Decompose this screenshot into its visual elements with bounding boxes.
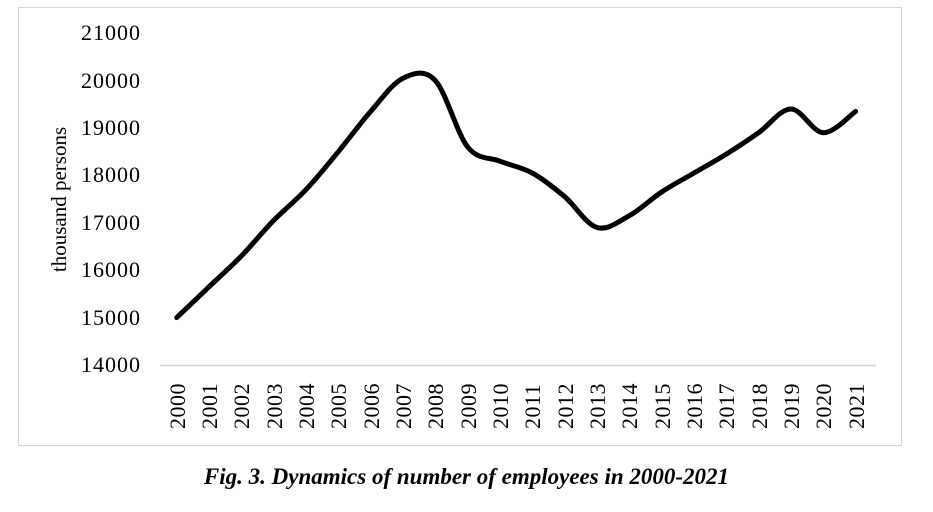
x-tick-label: 2017 — [714, 383, 740, 429]
y-tick-label: 16000 — [81, 257, 141, 283]
employees-series-line — [174, 70, 859, 321]
x-tick-label: 2002 — [229, 383, 255, 429]
y-tick-label: 17000 — [81, 209, 141, 235]
x-tick-label: 2014 — [617, 383, 643, 429]
x-tick-label: 2011 — [520, 383, 546, 429]
x-tick-label: 2004 — [294, 383, 320, 429]
x-tick-label: 2010 — [488, 383, 513, 429]
x-tick-label: 2000 — [164, 383, 190, 429]
chart-frame — [18, 7, 902, 446]
x-tick-label: 2008 — [423, 383, 449, 429]
x-tick-label: 2006 — [358, 383, 384, 429]
x-tick-label: 2009 — [455, 383, 481, 429]
y-tick-label: 21000 — [81, 20, 141, 46]
x-tick-label: 2001 — [197, 383, 223, 429]
x-tick-label: 2016 — [681, 383, 707, 429]
x-tick-label: 2005 — [326, 383, 352, 429]
x-tick-label: 2012 — [552, 383, 578, 429]
x-tick-label: 2015 — [649, 383, 675, 429]
y-tick-label: 14000 — [81, 352, 141, 377]
y-tick-label: 20000 — [81, 67, 141, 93]
y-tick-label: 19000 — [81, 115, 141, 140]
x-tick-label: 2020 — [811, 383, 837, 429]
x-tick-label: 2021 — [843, 383, 869, 429]
figure-caption: Fig. 3. Dynamics of number of employees … — [203, 464, 730, 489]
x-tick-label: 2013 — [584, 383, 610, 429]
x-tick-label: 2007 — [391, 383, 416, 429]
y-tick-label: 15000 — [81, 304, 141, 330]
x-tick-label: 2019 — [778, 383, 804, 429]
x-tick-label: 2018 — [746, 383, 772, 429]
y-tick-label: 18000 — [81, 162, 141, 188]
x-tick-label: 2003 — [261, 383, 287, 429]
